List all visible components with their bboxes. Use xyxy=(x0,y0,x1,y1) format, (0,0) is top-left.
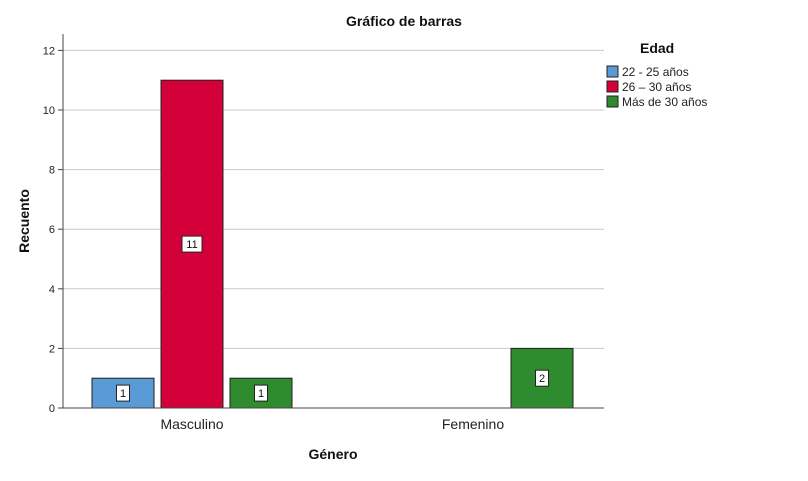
chart-title: Gráfico de barras xyxy=(346,13,462,29)
y-tick-label: 4 xyxy=(49,284,55,296)
legend-label: 26 – 30 años xyxy=(622,80,691,94)
data-label: 1 xyxy=(258,388,264,400)
legend-label: Más de 30 años xyxy=(622,95,707,109)
legend-title: Edad xyxy=(640,40,674,56)
legend-swatch xyxy=(606,65,619,78)
gridlines xyxy=(63,49,604,349)
y-tick-label: 6 xyxy=(49,224,55,236)
data-label-box xyxy=(181,235,203,253)
y-tick-label: 10 xyxy=(43,105,55,117)
x-tick-label: Femenino xyxy=(442,416,504,432)
y-tick-label: 0 xyxy=(49,403,55,415)
data-label-box xyxy=(116,384,130,402)
y-axis-title: Recuento xyxy=(16,189,32,253)
data-label: 1 xyxy=(120,388,126,400)
bar xyxy=(91,377,155,409)
data-label: 11 xyxy=(186,239,197,251)
legend-swatch xyxy=(606,95,619,108)
data-label-box xyxy=(254,384,268,402)
y-tick-label: 2 xyxy=(49,343,55,355)
data-label: 2 xyxy=(539,373,545,385)
x-tick-label: Masculino xyxy=(160,416,223,432)
y-tick-label: 12 xyxy=(43,45,55,57)
data-label-box xyxy=(535,369,549,387)
y-tick-labels: 0 2 4 6 8 10 12 xyxy=(43,45,63,415)
legend-swatch xyxy=(606,80,619,93)
axes xyxy=(62,34,604,409)
x-tick-labels: Masculino Femenino xyxy=(160,416,504,432)
legend-label: 22 - 25 años xyxy=(622,65,689,79)
x-axis-title: Género xyxy=(308,446,357,462)
y-tick-label: 8 xyxy=(49,165,55,177)
